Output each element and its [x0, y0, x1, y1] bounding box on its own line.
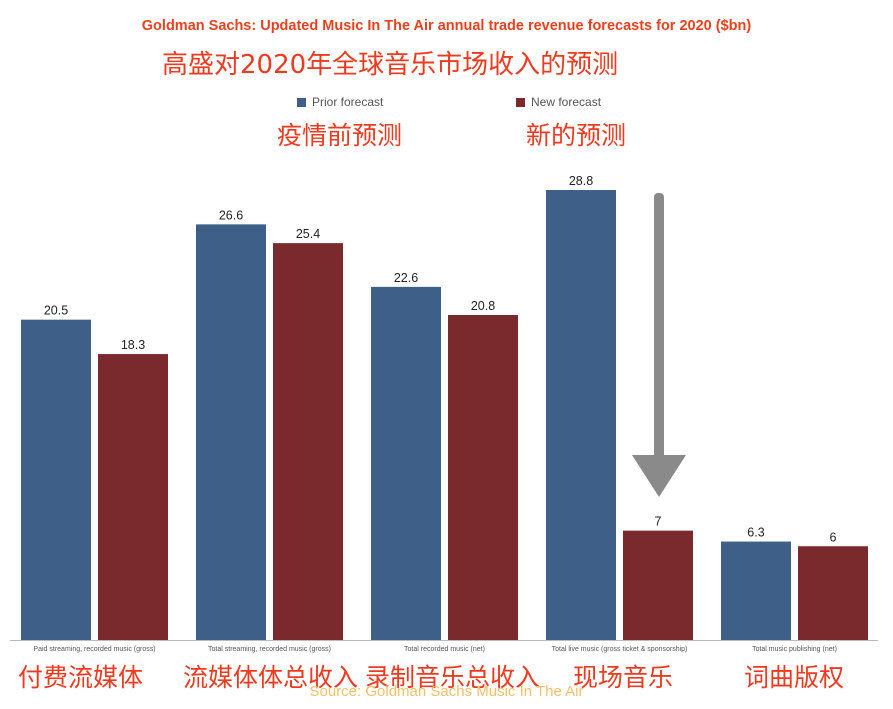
value-label-new-1: 25.4: [296, 227, 320, 241]
source-note: Source: Goldman Sachs Music In The Air: [309, 683, 584, 700]
bar-new-3: [623, 530, 693, 640]
annotation-cat3: 现场音乐: [573, 663, 674, 692]
annotation-new: 新的预测: [526, 121, 627, 150]
legend-swatch-new: [516, 97, 525, 107]
category-label-4: Total music publishing (net): [752, 646, 837, 653]
legend-label-prior: Prior forecast: [312, 95, 384, 109]
legend-label-new: New forecast: [531, 95, 602, 109]
value-label-prior-0: 20.5: [44, 304, 68, 318]
bar-new-4: [798, 546, 868, 640]
value-label-new-3: 7: [655, 515, 662, 529]
annotation-cat2: 录制音乐总收入: [365, 663, 541, 692]
category-label-0: Paid streaming, recorded music (gross): [33, 646, 155, 653]
legend-swatch-prior: [297, 97, 306, 107]
bar-prior-2: [371, 286, 441, 640]
annotation-cat0: 付费流媒体: [18, 663, 144, 692]
value-label-new-0: 18.3: [121, 338, 145, 352]
annotation-cat1: 流媒体体总收入: [183, 663, 359, 692]
chart-subtitle-cn: 高盛对2020年全球音乐市场收入的预测: [162, 50, 619, 80]
decline-arrow-shaft: [654, 193, 664, 461]
annotation-cat4: 词曲版权: [744, 663, 845, 692]
legend-prior: Prior forecast: [297, 95, 383, 109]
bar-new-2: [448, 315, 518, 640]
value-label-prior-1: 26.6: [219, 208, 243, 222]
decline-arrow-head: [632, 455, 686, 497]
value-label-prior-2: 22.6: [394, 271, 418, 285]
value-label-prior-4: 6.3: [747, 526, 764, 540]
bar-new-1: [273, 243, 343, 640]
chart-title: Goldman Sachs: Updated Music In The Air …: [141, 18, 752, 34]
bar-prior-0: [21, 319, 91, 640]
bar-prior-4: [721, 541, 791, 640]
bar-new-0: [98, 354, 168, 640]
category-label-2: Total recorded music (net): [404, 646, 485, 653]
annotation-prior: 疫情前预测: [277, 121, 403, 150]
category-label-3: Total live music (gross ticket & sponsor…: [552, 646, 688, 653]
value-label-new-2: 20.8: [471, 299, 495, 313]
value-label-new-4: 6: [830, 530, 837, 544]
bar-prior-1: [196, 224, 266, 640]
category-label-1: Total streaming, recorded music (gross): [208, 646, 331, 653]
legend-new: New forecast: [516, 95, 601, 109]
bar-prior-3: [546, 190, 616, 640]
value-label-prior-3: 28.8: [569, 174, 593, 188]
